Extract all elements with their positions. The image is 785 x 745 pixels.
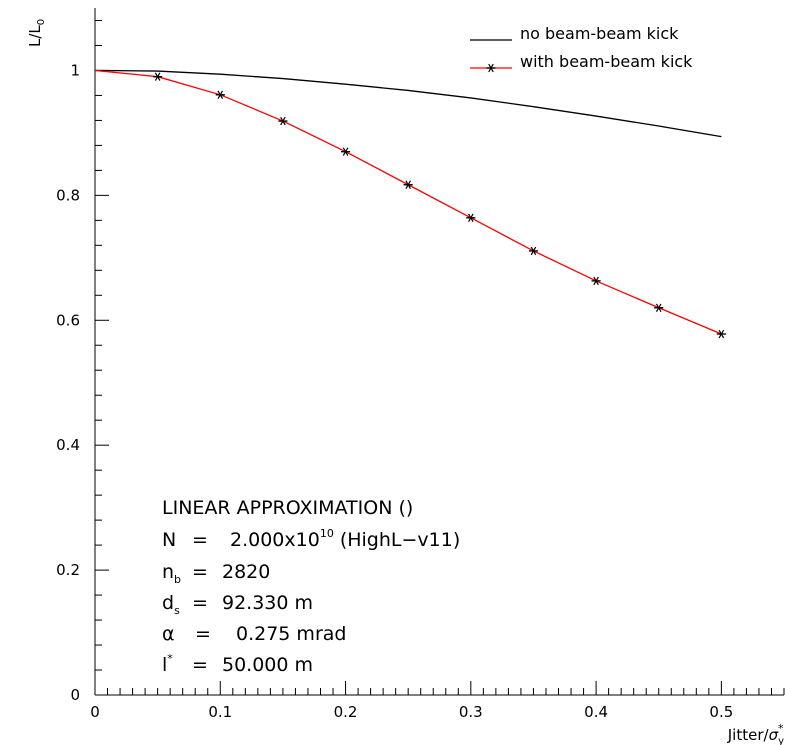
- n-value-suffix: (HighL−v11): [340, 529, 460, 551]
- annotation-n-label: N: [162, 529, 176, 551]
- annotation-ds-eq: =: [192, 592, 208, 614]
- annotation-n-value: 2.000x1010 (HighL−v11): [230, 527, 460, 551]
- y-axis-title-main: L/L: [26, 25, 44, 47]
- x-tick-label: 0.2: [334, 703, 358, 721]
- n-value-exponent: 10: [320, 527, 334, 540]
- annotation-alpha-eq: =: [195, 623, 211, 645]
- y-tick-label: 0.8: [56, 186, 80, 204]
- annotation-alpha-label: α: [162, 623, 175, 645]
- x-tick-label: 0.1: [208, 703, 232, 721]
- x-axis-title-main: Jitter/: [727, 726, 770, 744]
- y-tick-label: 0.4: [56, 436, 80, 454]
- x-tick-label: 0.4: [584, 703, 608, 721]
- y-tick-label: 1: [70, 61, 80, 79]
- y-tick-label: 0: [70, 686, 80, 704]
- y-tick-label: 0.2: [56, 561, 80, 579]
- x-tick-label: 0.3: [459, 703, 483, 721]
- x-axis-title-sup: *: [778, 722, 784, 735]
- y-tick-label: 0.6: [56, 311, 80, 329]
- x-tick-label: 0: [90, 703, 100, 721]
- lstar-sup: *: [167, 652, 173, 665]
- y-axis-title-sub: 0: [36, 19, 47, 25]
- legend-no-kick-label: no beam-beam kick: [520, 24, 679, 43]
- ds-main: d: [162, 592, 174, 614]
- annotation-lstar-eq: =: [192, 654, 208, 676]
- annotation-alpha-value: 0.275 mrad: [236, 623, 346, 645]
- legend-with-kick-label: with beam-beam kick: [520, 52, 693, 71]
- annotation-title: LINEAR APPROXIMATION (): [162, 497, 413, 519]
- annotation-lstar-value: 50.000 m: [222, 654, 313, 676]
- x-axis-title-sub: y: [778, 736, 784, 745]
- x-axis-title: Jitter/σy*: [727, 722, 784, 745]
- nb-main: n: [162, 561, 174, 583]
- x-tick-label: 0.5: [709, 703, 733, 721]
- annotation-n-eq: =: [192, 529, 208, 551]
- ds-sub: s: [174, 604, 180, 617]
- annotation-nb-value: 2820: [222, 561, 270, 583]
- annotation-ds-value: 92.330 m: [222, 592, 313, 614]
- nb-sub: b: [174, 573, 181, 586]
- n-value-mantissa: 2.000x10: [230, 529, 320, 551]
- annotation-nb-eq: =: [192, 561, 208, 583]
